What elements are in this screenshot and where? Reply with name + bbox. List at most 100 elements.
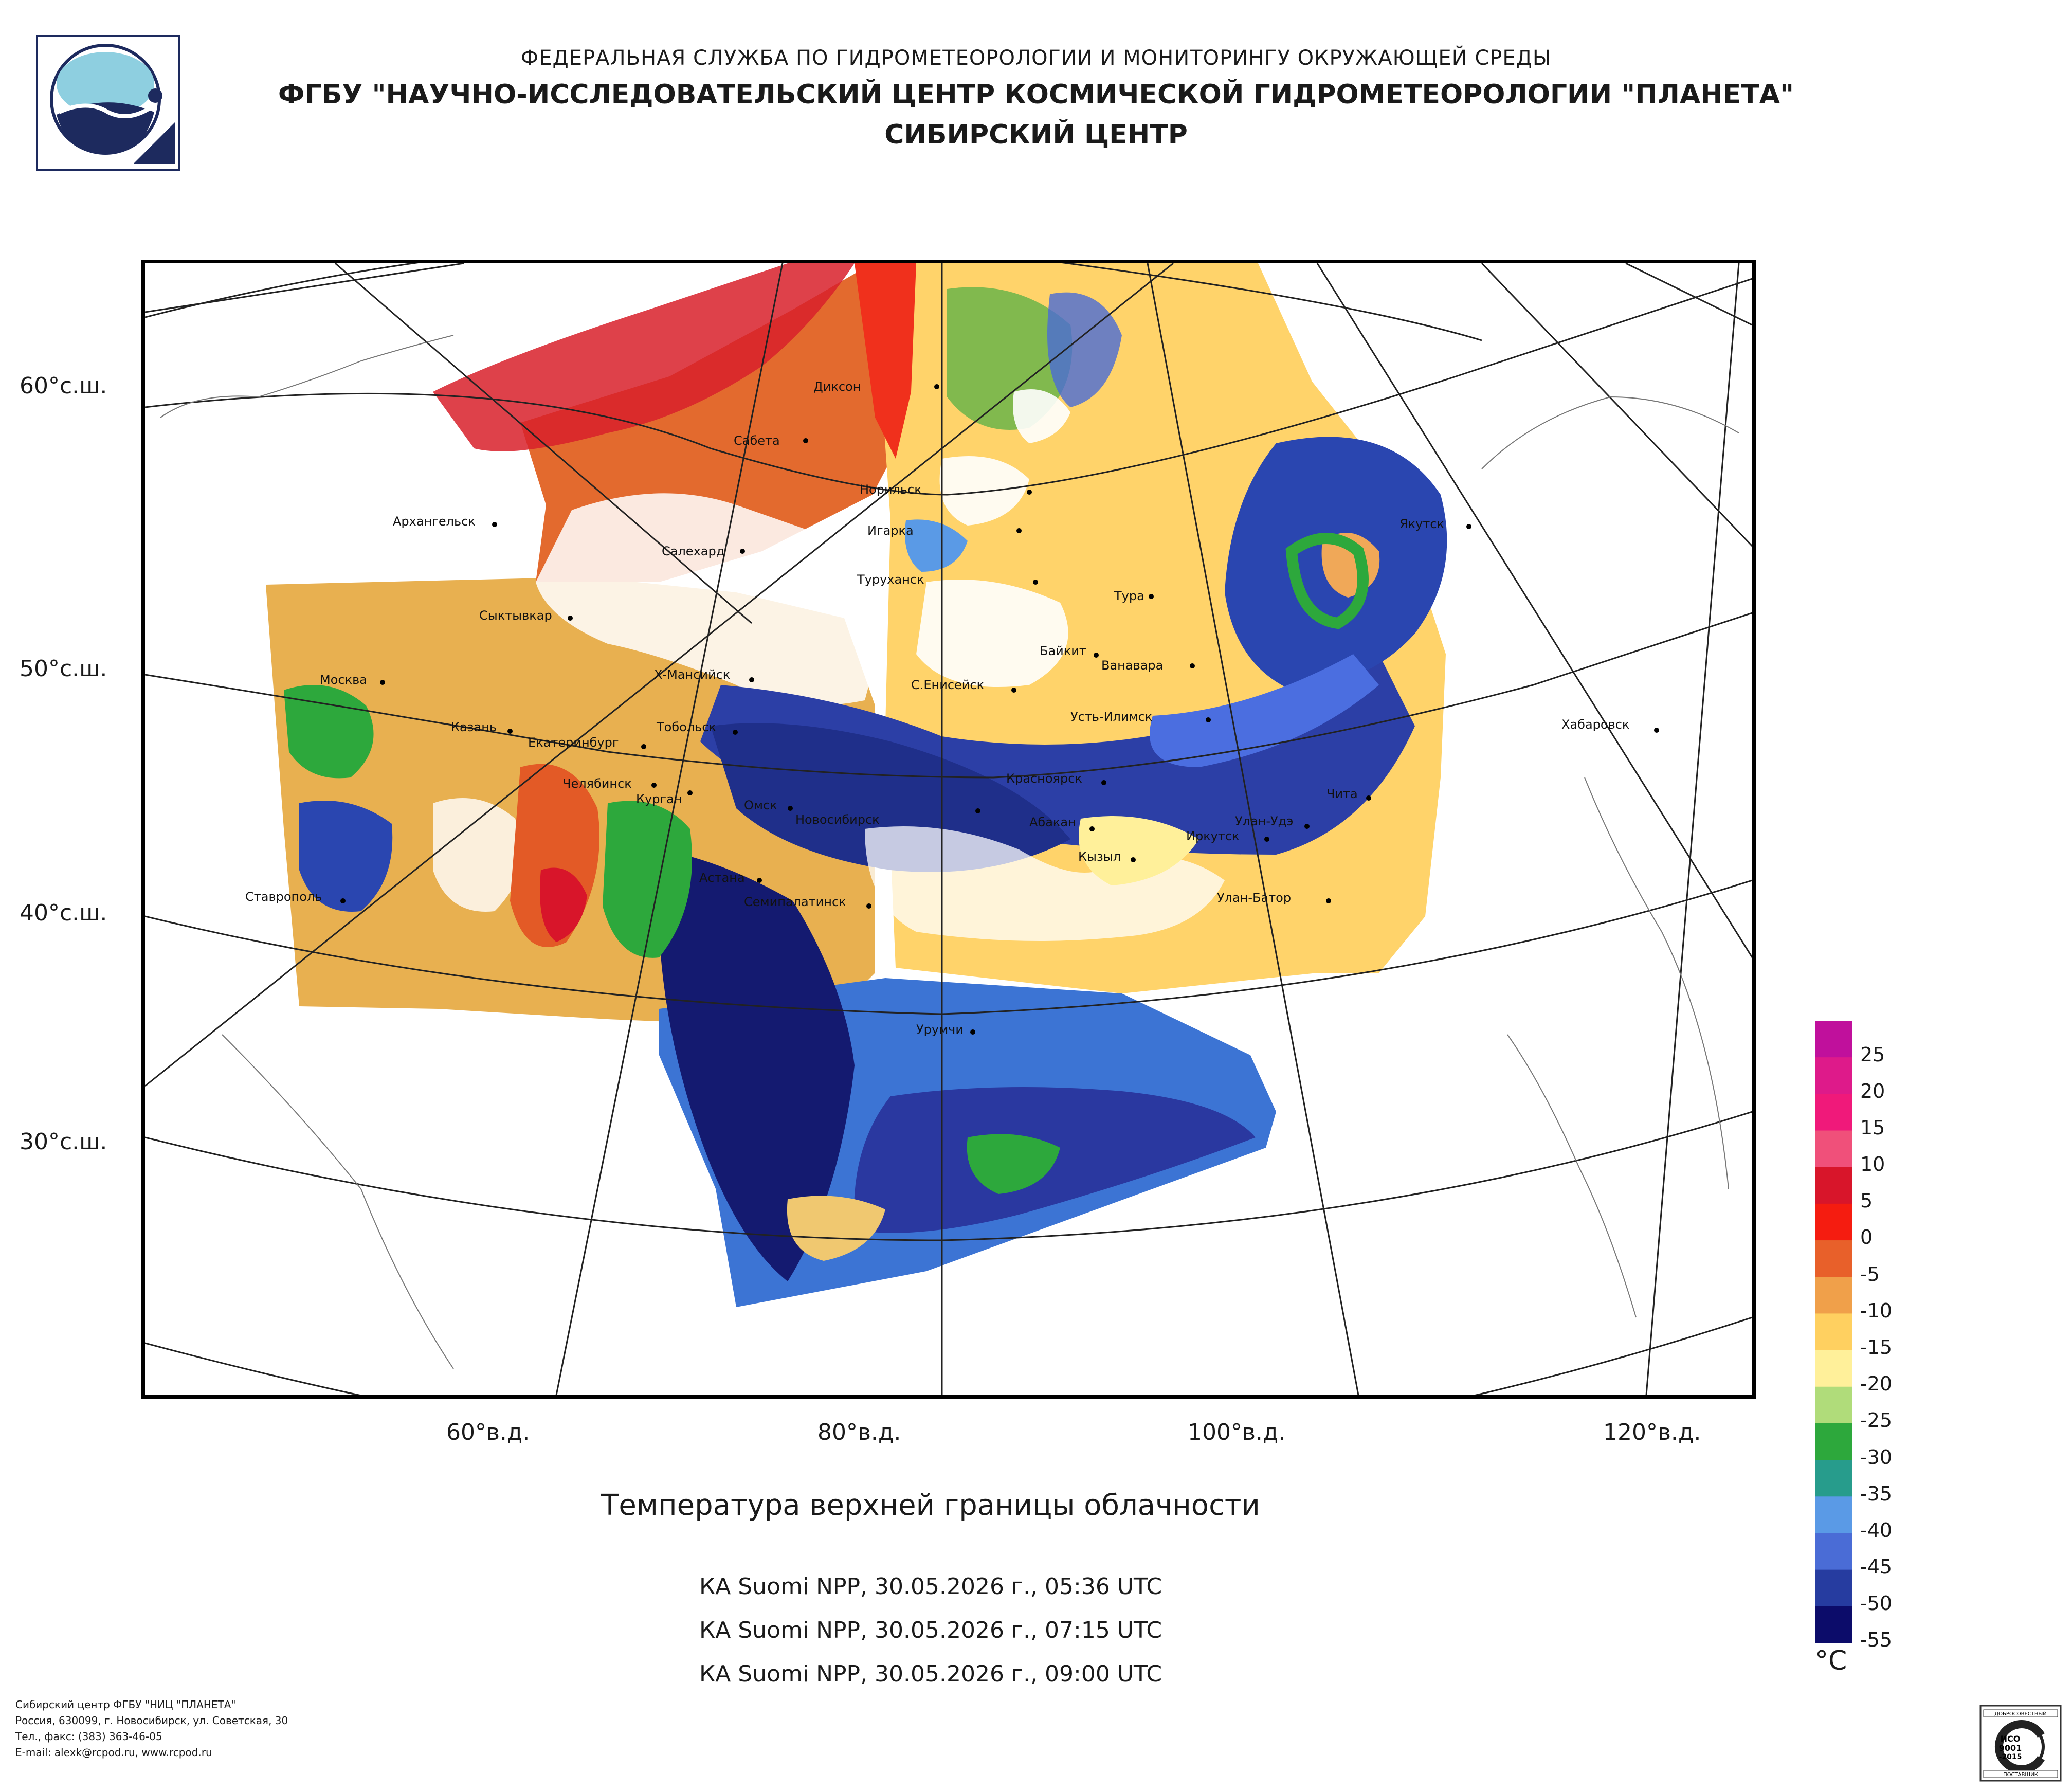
map-title: Температура верхней границы облачности (601, 1489, 1260, 1522)
header-agency: ФЕДЕРАЛЬНАЯ СЛУЖБА ПО ГИДРОМЕТЕОРОЛОГИИ … (520, 46, 1552, 70)
lon-label-100: 100°в.д. (1188, 1419, 1286, 1445)
city-tura: Тура (1114, 589, 1154, 603)
svg-text:Улан-Батор: Улан-Батор (1217, 891, 1291, 905)
legend-label: -55 (1860, 1629, 1893, 1652)
svg-text:Ванавара: Ванавара (1101, 658, 1163, 673)
legend-label: 5 (1860, 1189, 1873, 1213)
svg-text:Новосибирск: Новосибирск (795, 812, 880, 827)
pass-line-3: КА Suomi NPP, 30.05.2026 г., 09:00 UTC (699, 1661, 1162, 1687)
legend-label: -40 (1860, 1518, 1893, 1542)
legend-label: -5 (1860, 1262, 1880, 1286)
legend-swatch (1815, 1094, 1852, 1131)
city-markers: Диксон Сабета Норильск Игарка Архангельс… (245, 379, 1659, 1037)
city-ulan-ude: Улан-Удэ (1235, 814, 1310, 829)
cert-9001: 9001 (1999, 1743, 2022, 1753)
svg-text:Норильск: Норильск (860, 482, 922, 497)
legend-swatch (1815, 1021, 1852, 1058)
city-urumqi: Урумчи (916, 1022, 975, 1037)
city-moscow: Москва (320, 673, 385, 687)
legend-label: -15 (1860, 1336, 1893, 1359)
legend-swatch (1815, 1496, 1852, 1533)
city-baykit: Байкит (1040, 644, 1099, 658)
svg-text:Тура: Тура (1114, 589, 1144, 603)
header-branch: СИБИРСКИЙ ЦЕНТР (884, 119, 1188, 150)
legend-label: 25 (1860, 1043, 1885, 1066)
city-irkutsk: Иркутск (1186, 829, 1269, 843)
city-tobolsk: Тобольск (656, 720, 738, 735)
legend-label: 10 (1860, 1153, 1885, 1176)
city-krasnoyarsk: Красноярск (1006, 771, 1106, 786)
coastlines (160, 335, 1739, 1369)
city-omsk: Омск (744, 798, 793, 812)
legend-swatch (1815, 1533, 1852, 1570)
svg-text:Курган: Курган (636, 792, 682, 806)
city-kyzyl: Кызыл (1078, 849, 1136, 864)
city-ekaterinburg: Екатеринбург (528, 735, 646, 750)
svg-text:Архангельск: Архангельск (393, 514, 476, 529)
city-igarka: Игарка (867, 523, 1022, 538)
cert-2015: -2015 (1999, 1753, 2022, 1761)
city-khanty-mansiysk: Х-Мансийск (654, 667, 754, 682)
footer-org: Сибирский центр ФГБУ "НИЦ "ПЛАНЕТА" (15, 1698, 236, 1711)
legend-label: 15 (1860, 1116, 1885, 1139)
legend-swatch (1815, 1240, 1852, 1277)
cert-top-text: ДОБРОСОВЕСТНЫЙ (1994, 1710, 2046, 1717)
city-yakutsk: Якутск (1399, 517, 1471, 531)
cloud-top-temperature-map: Диксон Сабета Норильск Игарка Архангельс… (141, 260, 1756, 1399)
iso-certification-mark: ДОБРОСОВЕСТНЫЙ ИСО 9001 -2015 ПОСТАВЩИК (1979, 1705, 2062, 1782)
footer-contacts: Сибирский центр ФГБУ "НИЦ "ПЛАНЕТА" Росс… (15, 1697, 288, 1761)
svg-text:Диксон: Диксон (813, 379, 861, 394)
legend-swatch (1815, 1203, 1852, 1241)
city-semipalatinsk: Семипалатинск (744, 895, 871, 909)
legend-label: -30 (1860, 1445, 1893, 1469)
svg-text:Х-Мансийск: Х-Мансийск (654, 667, 730, 682)
svg-text:Москва: Москва (320, 673, 367, 687)
svg-text:Игарка: Игарка (867, 523, 914, 538)
legend-swatch (1815, 1350, 1852, 1387)
cert-bottom-text: ПОСТАВЩИК (2003, 1772, 2038, 1778)
svg-text:Казань: Казань (451, 720, 497, 734)
graticule (145, 263, 1752, 1395)
header-center: ФГБУ "НАУЧНО-ИССЛЕДОВАТЕЛЬСКИЙ ЦЕНТР КОС… (278, 79, 1794, 110)
legend-label: -20 (1860, 1372, 1893, 1396)
svg-text:Урумчи: Урумчи (916, 1022, 964, 1037)
svg-text:Хабаровск: Хабаровск (1561, 717, 1629, 732)
legend-swatch (1815, 1423, 1852, 1460)
city-kazan: Казань (451, 720, 513, 734)
lon-label-80: 80°в.д. (817, 1419, 901, 1445)
city-turukhansk: Туруханск (857, 572, 1038, 587)
svg-text:Челябинск: Челябинск (562, 776, 632, 791)
city-norilsk: Норильск (860, 482, 1032, 497)
footer-email: E-mail: alexk@rcpod.ru, www.rcpod.ru (15, 1746, 212, 1759)
city-s-eniseysk: С.Енисейск (911, 678, 1016, 693)
legend-label: -45 (1860, 1555, 1893, 1579)
svg-text:Екатеринбург: Екатеринбург (528, 735, 619, 750)
legend-unit: °C (1815, 1645, 1847, 1676)
svg-text:Усть-Илимск: Усть-Илимск (1070, 710, 1152, 724)
legend-label: 0 (1860, 1226, 1873, 1249)
legend-label: -50 (1860, 1592, 1893, 1615)
svg-text:Иркутск: Иркутск (1186, 829, 1240, 843)
svg-text:Тобольск: Тобольск (656, 720, 716, 734)
city-khabarovsk: Хабаровск (1561, 717, 1659, 733)
legend-label: -35 (1860, 1482, 1893, 1505)
cert-iso: ИСО (2001, 1734, 2021, 1744)
legend-swatch (1815, 1569, 1852, 1607)
footer-address: Россия, 630099, г. Новосибирск, ул. Сове… (15, 1714, 288, 1727)
lon-label-120: 120°в.д. (1603, 1419, 1701, 1445)
svg-text:Ставрополь: Ставрополь (245, 890, 322, 904)
footer-phone: Тел., факс: (383) 363-46-05 (15, 1730, 162, 1743)
svg-text:Сабета: Сабета (734, 433, 780, 448)
svg-text:Сыктывкар: Сыктывкар (479, 608, 552, 623)
pass-line-1: КА Suomi NPP, 30.05.2026 г., 05:36 UTC (699, 1573, 1162, 1600)
svg-text:С.Енисейск: С.Енисейск (911, 678, 984, 692)
legend-swatch (1815, 1460, 1852, 1497)
legend-label: 20 (1860, 1079, 1885, 1102)
svg-text:Омск: Омск (744, 798, 777, 812)
legend-swatch (1815, 1386, 1852, 1424)
city-syktyvkar: Сыктывкар (479, 608, 573, 623)
city-abakan: Абакан (1029, 815, 1095, 831)
lat-label-30: 30°с.ш. (20, 1129, 107, 1155)
planeta-logo (36, 35, 180, 171)
temperature-legend (1815, 1021, 1852, 1643)
